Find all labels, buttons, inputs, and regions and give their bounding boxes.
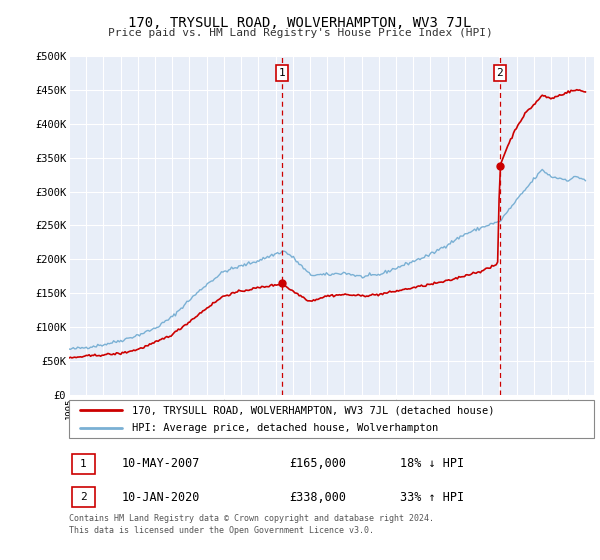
Text: 170, TRYSULL ROAD, WOLVERHAMPTON, WV3 7JL: 170, TRYSULL ROAD, WOLVERHAMPTON, WV3 7J… (128, 16, 472, 30)
Text: 170, TRYSULL ROAD, WOLVERHAMPTON, WV3 7JL (detached house): 170, TRYSULL ROAD, WOLVERHAMPTON, WV3 7J… (132, 405, 494, 415)
Text: 1: 1 (278, 68, 285, 78)
Text: Contains HM Land Registry data © Crown copyright and database right 2024.: Contains HM Land Registry data © Crown c… (69, 514, 434, 522)
Text: 2: 2 (496, 68, 503, 78)
FancyBboxPatch shape (69, 400, 594, 438)
Text: 10-JAN-2020: 10-JAN-2020 (121, 491, 200, 504)
Text: 10-MAY-2007: 10-MAY-2007 (121, 457, 200, 470)
Text: 18% ↓ HPI: 18% ↓ HPI (400, 457, 464, 470)
Text: HPI: Average price, detached house, Wolverhampton: HPI: Average price, detached house, Wolv… (132, 423, 438, 433)
Text: 2: 2 (80, 492, 87, 502)
Text: £165,000: £165,000 (290, 457, 347, 470)
FancyBboxPatch shape (71, 454, 95, 474)
Text: This data is licensed under the Open Government Licence v3.0.: This data is licensed under the Open Gov… (69, 526, 374, 535)
Text: Price paid vs. HM Land Registry's House Price Index (HPI): Price paid vs. HM Land Registry's House … (107, 28, 493, 38)
Text: 1: 1 (80, 459, 87, 469)
FancyBboxPatch shape (71, 487, 95, 507)
Text: 33% ↑ HPI: 33% ↑ HPI (400, 491, 464, 504)
Text: £338,000: £338,000 (290, 491, 347, 504)
